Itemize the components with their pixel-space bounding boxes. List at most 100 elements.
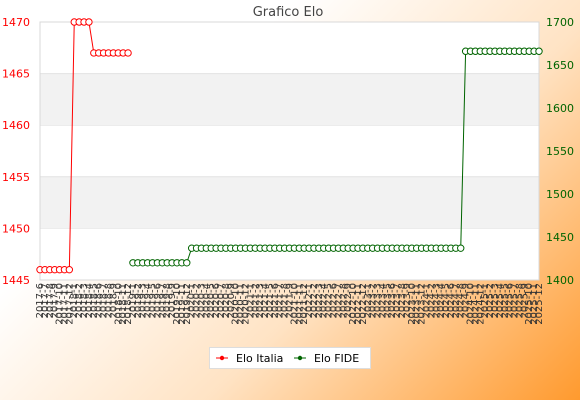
- x-tick-label: 2024-2: [426, 283, 437, 318]
- x-tick-label: 2020-1: [187, 283, 198, 318]
- x-tick-label: 2021-12: [299, 283, 310, 325]
- plot-frame: [39, 21, 540, 281]
- x-tick-label: 2025-2: [485, 283, 496, 318]
- elo-italia-point: [124, 49, 132, 57]
- x-tick-label: 2018-6: [94, 283, 105, 318]
- x-tick-label: 2017-12: [64, 283, 75, 325]
- x-tick-label: 2020-9: [226, 283, 237, 318]
- x-tick-label: 2022-10: [348, 283, 359, 325]
- x-tick-label: 2017-9: [50, 283, 61, 318]
- x-tick-label: 2021-8: [280, 283, 291, 318]
- x-tick-label: 2021-5: [265, 283, 276, 318]
- x-tick-label: 2022-12: [358, 283, 369, 325]
- x-tick-label: 2022-3: [314, 283, 325, 318]
- x-tick-label: 2017-10: [55, 283, 66, 325]
- legend-svg: Elo Italia Elo FIDE: [216, 352, 359, 365]
- x-tick-label: 2023-5: [382, 283, 393, 318]
- x-tick-label: 2023-1: [363, 283, 374, 318]
- y-right-tick-label: 1500: [546, 188, 574, 201]
- x-tick-label: 2019-10: [172, 283, 183, 325]
- x-tick-label: 2023-2: [368, 283, 379, 318]
- x-tick-label: 2025-7: [510, 283, 521, 318]
- chart-title: Grafico Elo: [253, 5, 324, 20]
- x-tick-label: 2021-4: [260, 283, 271, 318]
- x-tick-label: 2017-7: [40, 283, 51, 318]
- grid-band: [40, 73, 539, 126]
- legend-elo-italia-marker: [219, 355, 225, 361]
- x-tick-label: 2023-3: [373, 283, 384, 318]
- x-tick-label: 2025-8: [514, 283, 525, 318]
- y-left-tick-label: 1445: [2, 274, 30, 287]
- x-tick-label: 2024-9: [461, 283, 472, 318]
- y-left-tick-label: 1460: [2, 119, 30, 132]
- x-tick-label: 2022-4: [319, 283, 330, 318]
- x-tick-label: 2021-11: [294, 283, 305, 325]
- x-tick-label: 2019-8: [162, 283, 173, 318]
- x-tick-label: 2018-7: [99, 283, 110, 318]
- x-tick-label: 2023-9: [402, 283, 413, 318]
- x-tick-label: 2022-7: [333, 283, 344, 318]
- x-tick-label: 2019-12: [182, 283, 193, 325]
- x-tick-label: 2020-11: [236, 283, 247, 325]
- x-tick-label: 2021-1: [245, 283, 256, 318]
- x-axis: 2017-62017-72017-82017-92017-102017-1120…: [35, 283, 545, 325]
- x-tick-label: 2019-1: [128, 283, 139, 318]
- x-tick-label: 2025-3: [490, 283, 501, 318]
- x-tick-label: 2020-5: [206, 283, 217, 318]
- x-tick-label: 2024-1: [421, 283, 432, 318]
- x-tick-label: 2021-2: [250, 283, 261, 318]
- elo-italia-point: [65, 265, 74, 274]
- x-tick-label: 2025-12: [534, 283, 545, 325]
- elo-fide-point: [535, 47, 543, 55]
- x-tick-label: 2022-2: [309, 283, 320, 318]
- x-tick-label: 2019-2: [133, 283, 144, 318]
- x-tick-label: 2024-10: [466, 283, 477, 325]
- y-left-tick-label: 1455: [2, 171, 30, 184]
- x-tick-label: 2025-9: [519, 283, 530, 318]
- y-axis-left: 1445 1450 1455 1460 1465 1470: [2, 16, 30, 287]
- x-tick-label: 2021-9: [285, 283, 296, 318]
- x-tick-label: 2021-6: [270, 283, 281, 318]
- x-tick-label: 2018-9: [108, 283, 119, 318]
- x-tick-label: 2018-11: [118, 283, 129, 325]
- x-tick-label: 2024-11: [470, 283, 481, 325]
- x-tick-label: 2022-5: [324, 283, 335, 318]
- x-tick-label: 2019-6: [152, 283, 163, 318]
- elo-italia-point: [85, 18, 93, 26]
- x-tick-label: 2019-7: [157, 283, 168, 318]
- plot-area: [36, 18, 543, 274]
- x-tick-label: 2017-6: [35, 283, 46, 318]
- x-tick-label: 2020-10: [231, 283, 242, 325]
- x-tick-label: 2018-12: [123, 283, 134, 325]
- x-tick-label: 2025-6: [505, 283, 516, 318]
- x-tick-label: 2023-4: [377, 283, 388, 318]
- x-tick-label: 2019-3: [138, 283, 149, 318]
- x-tick-label: 2018-1: [69, 283, 80, 318]
- x-tick-label: 2024-3: [431, 283, 442, 318]
- y-axis-right: 1400 1450 1500 1550 1600 1650 1700: [546, 16, 574, 287]
- x-tick-label: 2019-9: [167, 283, 178, 318]
- x-tick-label: 2024-4: [436, 283, 447, 318]
- x-tick-label: 2017-11: [59, 283, 70, 325]
- y-right-tick-label: 1450: [546, 231, 574, 244]
- x-tick-label: 2021-3: [255, 283, 266, 318]
- x-tick-label: 2020-3: [196, 283, 207, 318]
- x-tick-label: 2024-12: [475, 283, 486, 325]
- x-tick-label: 2024-5: [441, 283, 452, 318]
- x-tick-label: 2018-3: [79, 283, 90, 318]
- x-tick-label: 2020-4: [201, 283, 212, 318]
- x-tick-label: 2023-7: [392, 283, 403, 318]
- grid-band: [40, 176, 539, 229]
- x-tick-label: 2020-7: [216, 283, 227, 318]
- x-tick-label: 2021-10: [289, 283, 300, 325]
- x-tick-label: 2023-11: [412, 283, 423, 325]
- elo-fide-point: [183, 259, 191, 267]
- legend-elo-fide-marker: [297, 355, 303, 361]
- x-tick-label: 2025-1: [480, 283, 491, 318]
- x-tick-label: 2024-8: [456, 283, 467, 318]
- x-tick-label: 2024-6: [446, 283, 457, 318]
- y-left-tick-label: 1470: [2, 16, 30, 29]
- x-tick-label: 2022-9: [343, 283, 354, 318]
